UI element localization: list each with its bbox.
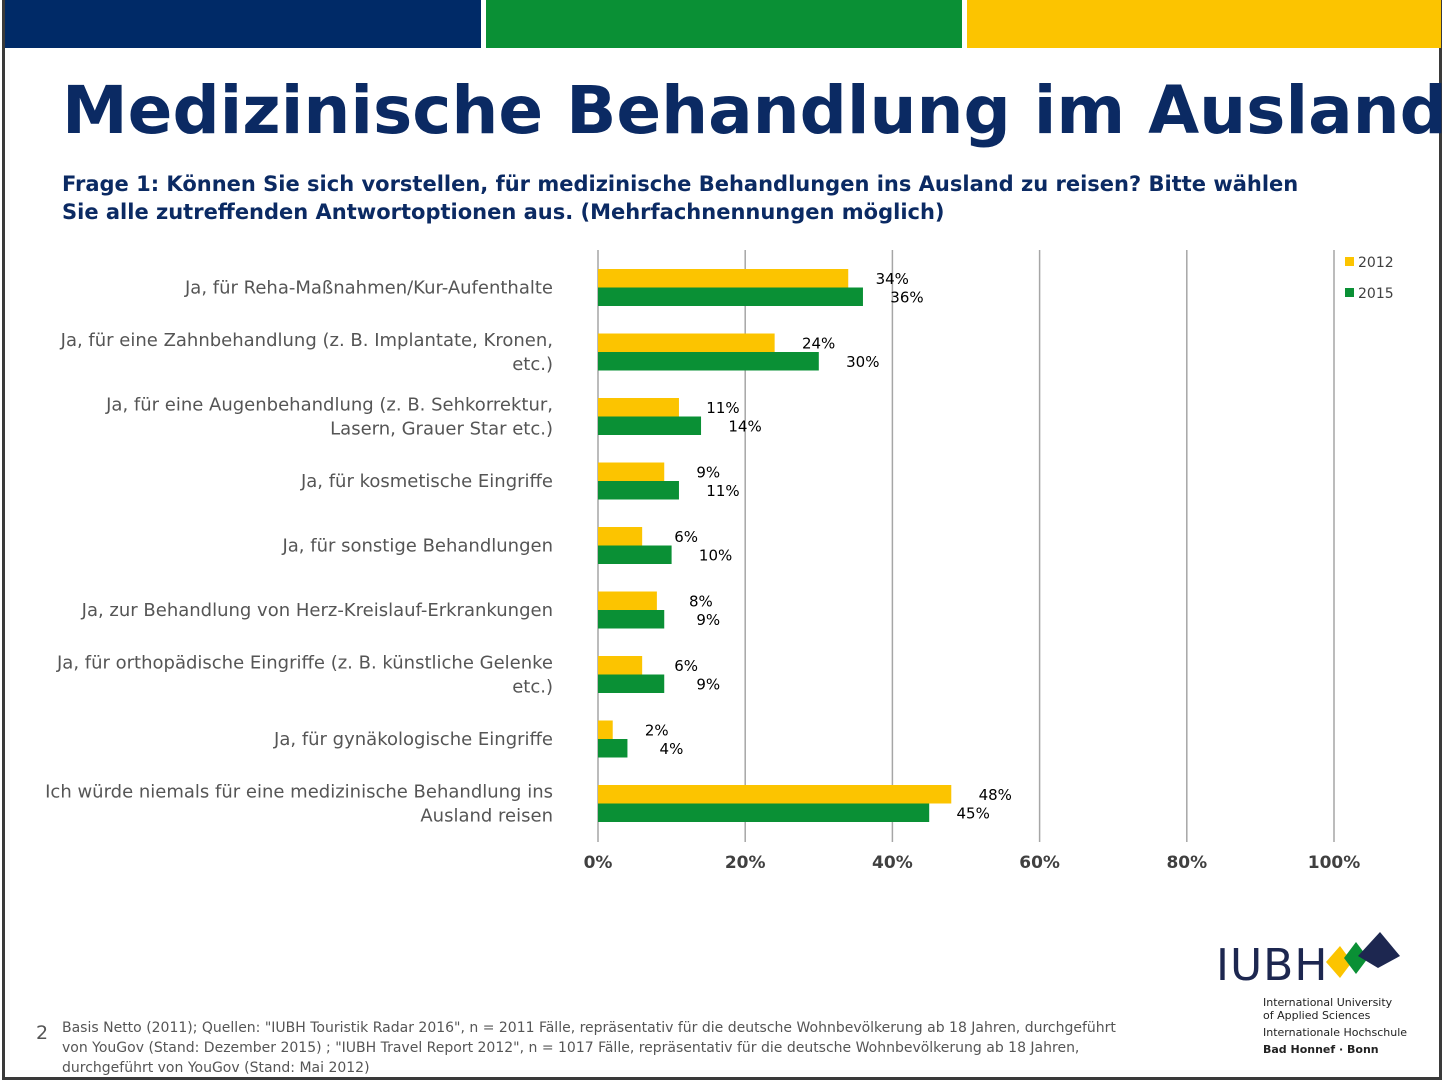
data-label-2012: 24%: [802, 335, 835, 353]
category-label: Ja, für eine Augenbehandlung (z. B. Sehk…: [105, 395, 553, 416]
iubh-wordmark: IUBH: [1216, 940, 1329, 991]
x-tick-label: 100%: [1308, 853, 1361, 873]
x-tick-label: 80%: [1166, 853, 1207, 873]
bar-2015: [598, 674, 665, 693]
data-label-2015: 4%: [660, 740, 684, 758]
x-axis-ticks: 0% 20% 40% 60% 80% 100%: [584, 853, 1361, 873]
bar-2012: [598, 720, 613, 739]
bars: [598, 269, 952, 822]
category-label: Ja, zur Behandlung von Herz-Kreislauf-Er…: [81, 600, 553, 621]
category-label: Ja, für eine Zahnbehandlung (z. B. Impla…: [60, 330, 553, 351]
logo-line-2: of Applied Sciences: [1263, 1009, 1371, 1022]
header-band-blue: [5, 0, 481, 48]
data-label-2015: 11%: [706, 482, 739, 500]
category-label: Ausland reisen: [420, 806, 553, 827]
legend-label-2015: 2015: [1358, 286, 1394, 302]
data-label-2015: 9%: [696, 611, 720, 629]
category-label: Ja, für kosmetische Eingriffe: [300, 471, 553, 492]
data-label-2012: 6%: [674, 657, 698, 675]
data-label-2012: 11%: [706, 399, 739, 417]
value-labels: 34%36%24%30%11%14%9%11%6%10%8%9%6%9%2%4%…: [645, 270, 1012, 823]
logo-line-4: Bad Honnef · Bonn: [1263, 1043, 1379, 1056]
legend-label-2012: 2012: [1358, 255, 1394, 271]
data-label-2012: 9%: [696, 464, 720, 482]
bar-2015: [598, 739, 628, 758]
page-title: Medizinische Behandlung im Ausland: [62, 72, 1446, 149]
bar-2015: [598, 352, 819, 371]
bar-2015: [598, 610, 665, 629]
legend-swatch-2015: [1345, 288, 1354, 297]
category-label: Ja, für orthopädische Eingriffe (z. B. k…: [56, 653, 553, 674]
data-label-2015: 9%: [696, 676, 720, 694]
data-label-2012: 34%: [876, 270, 909, 288]
bar-2012: [598, 656, 643, 675]
bar-2012: [598, 398, 679, 417]
x-tick-label: 0%: [584, 853, 613, 873]
category-label: Ja, für Reha-Maßnahmen/Kur-Aufenthalte: [184, 278, 553, 299]
data-label-2012: 6%: [674, 528, 698, 546]
logo-line-3: Internationale Hochschule: [1263, 1026, 1408, 1039]
iubh-logo-mark-icon: [1326, 932, 1400, 978]
category-label: Lasern, Grauer Star etc.): [330, 419, 553, 440]
bar-2012: [598, 785, 952, 804]
category-label: Ja, für gynäkologische Eingriffe: [273, 729, 553, 750]
x-tick-label: 60%: [1019, 853, 1060, 873]
x-tick-label: 20%: [725, 853, 766, 873]
category-label: etc.): [512, 677, 553, 698]
category-label: Ich würde niemals für eine medizinische …: [45, 782, 553, 803]
x-tick-label: 40%: [872, 853, 913, 873]
bar-2012: [598, 591, 657, 610]
category-labels: Ja, für Reha-Maßnahmen/Kur-Aufenthalte Ja…: [45, 278, 553, 827]
bar-2012: [598, 527, 643, 546]
data-label-2015: 10%: [699, 547, 732, 565]
bar-2012: [598, 269, 849, 288]
data-label-2015: 30%: [846, 353, 879, 371]
source-footnote: Basis Netto (2011); Quellen: "IUBH Touri…: [62, 1020, 1116, 1076]
header-band-green: [486, 0, 962, 48]
data-label-2015: 36%: [890, 289, 923, 307]
data-label-2015: 45%: [957, 805, 990, 823]
bar-2015: [598, 481, 679, 500]
data-label-2012: 2%: [645, 722, 669, 740]
data-label-2015: 14%: [728, 418, 761, 436]
category-label: etc.): [512, 354, 553, 375]
bar-2015: [598, 416, 702, 435]
legend-swatch-2012: [1345, 257, 1354, 266]
data-label-2012: 48%: [979, 786, 1012, 804]
bar-2012: [598, 333, 775, 352]
survey-question: Frage 1: Können Sie sich vorstellen, für…: [62, 172, 1299, 224]
data-label-2012: 8%: [689, 593, 713, 611]
bar-2015: [598, 545, 672, 564]
bar-2015: [598, 287, 863, 306]
bar-2015: [598, 803, 930, 822]
legend: 2012 2015: [1345, 255, 1394, 302]
header-band-yellow: [967, 0, 1441, 48]
bar-2012: [598, 462, 665, 481]
category-label: Ja, für sonstige Behandlungen: [281, 536, 553, 557]
page-number: 2: [36, 1022, 49, 1044]
logo-line-1: International University: [1263, 996, 1393, 1009]
